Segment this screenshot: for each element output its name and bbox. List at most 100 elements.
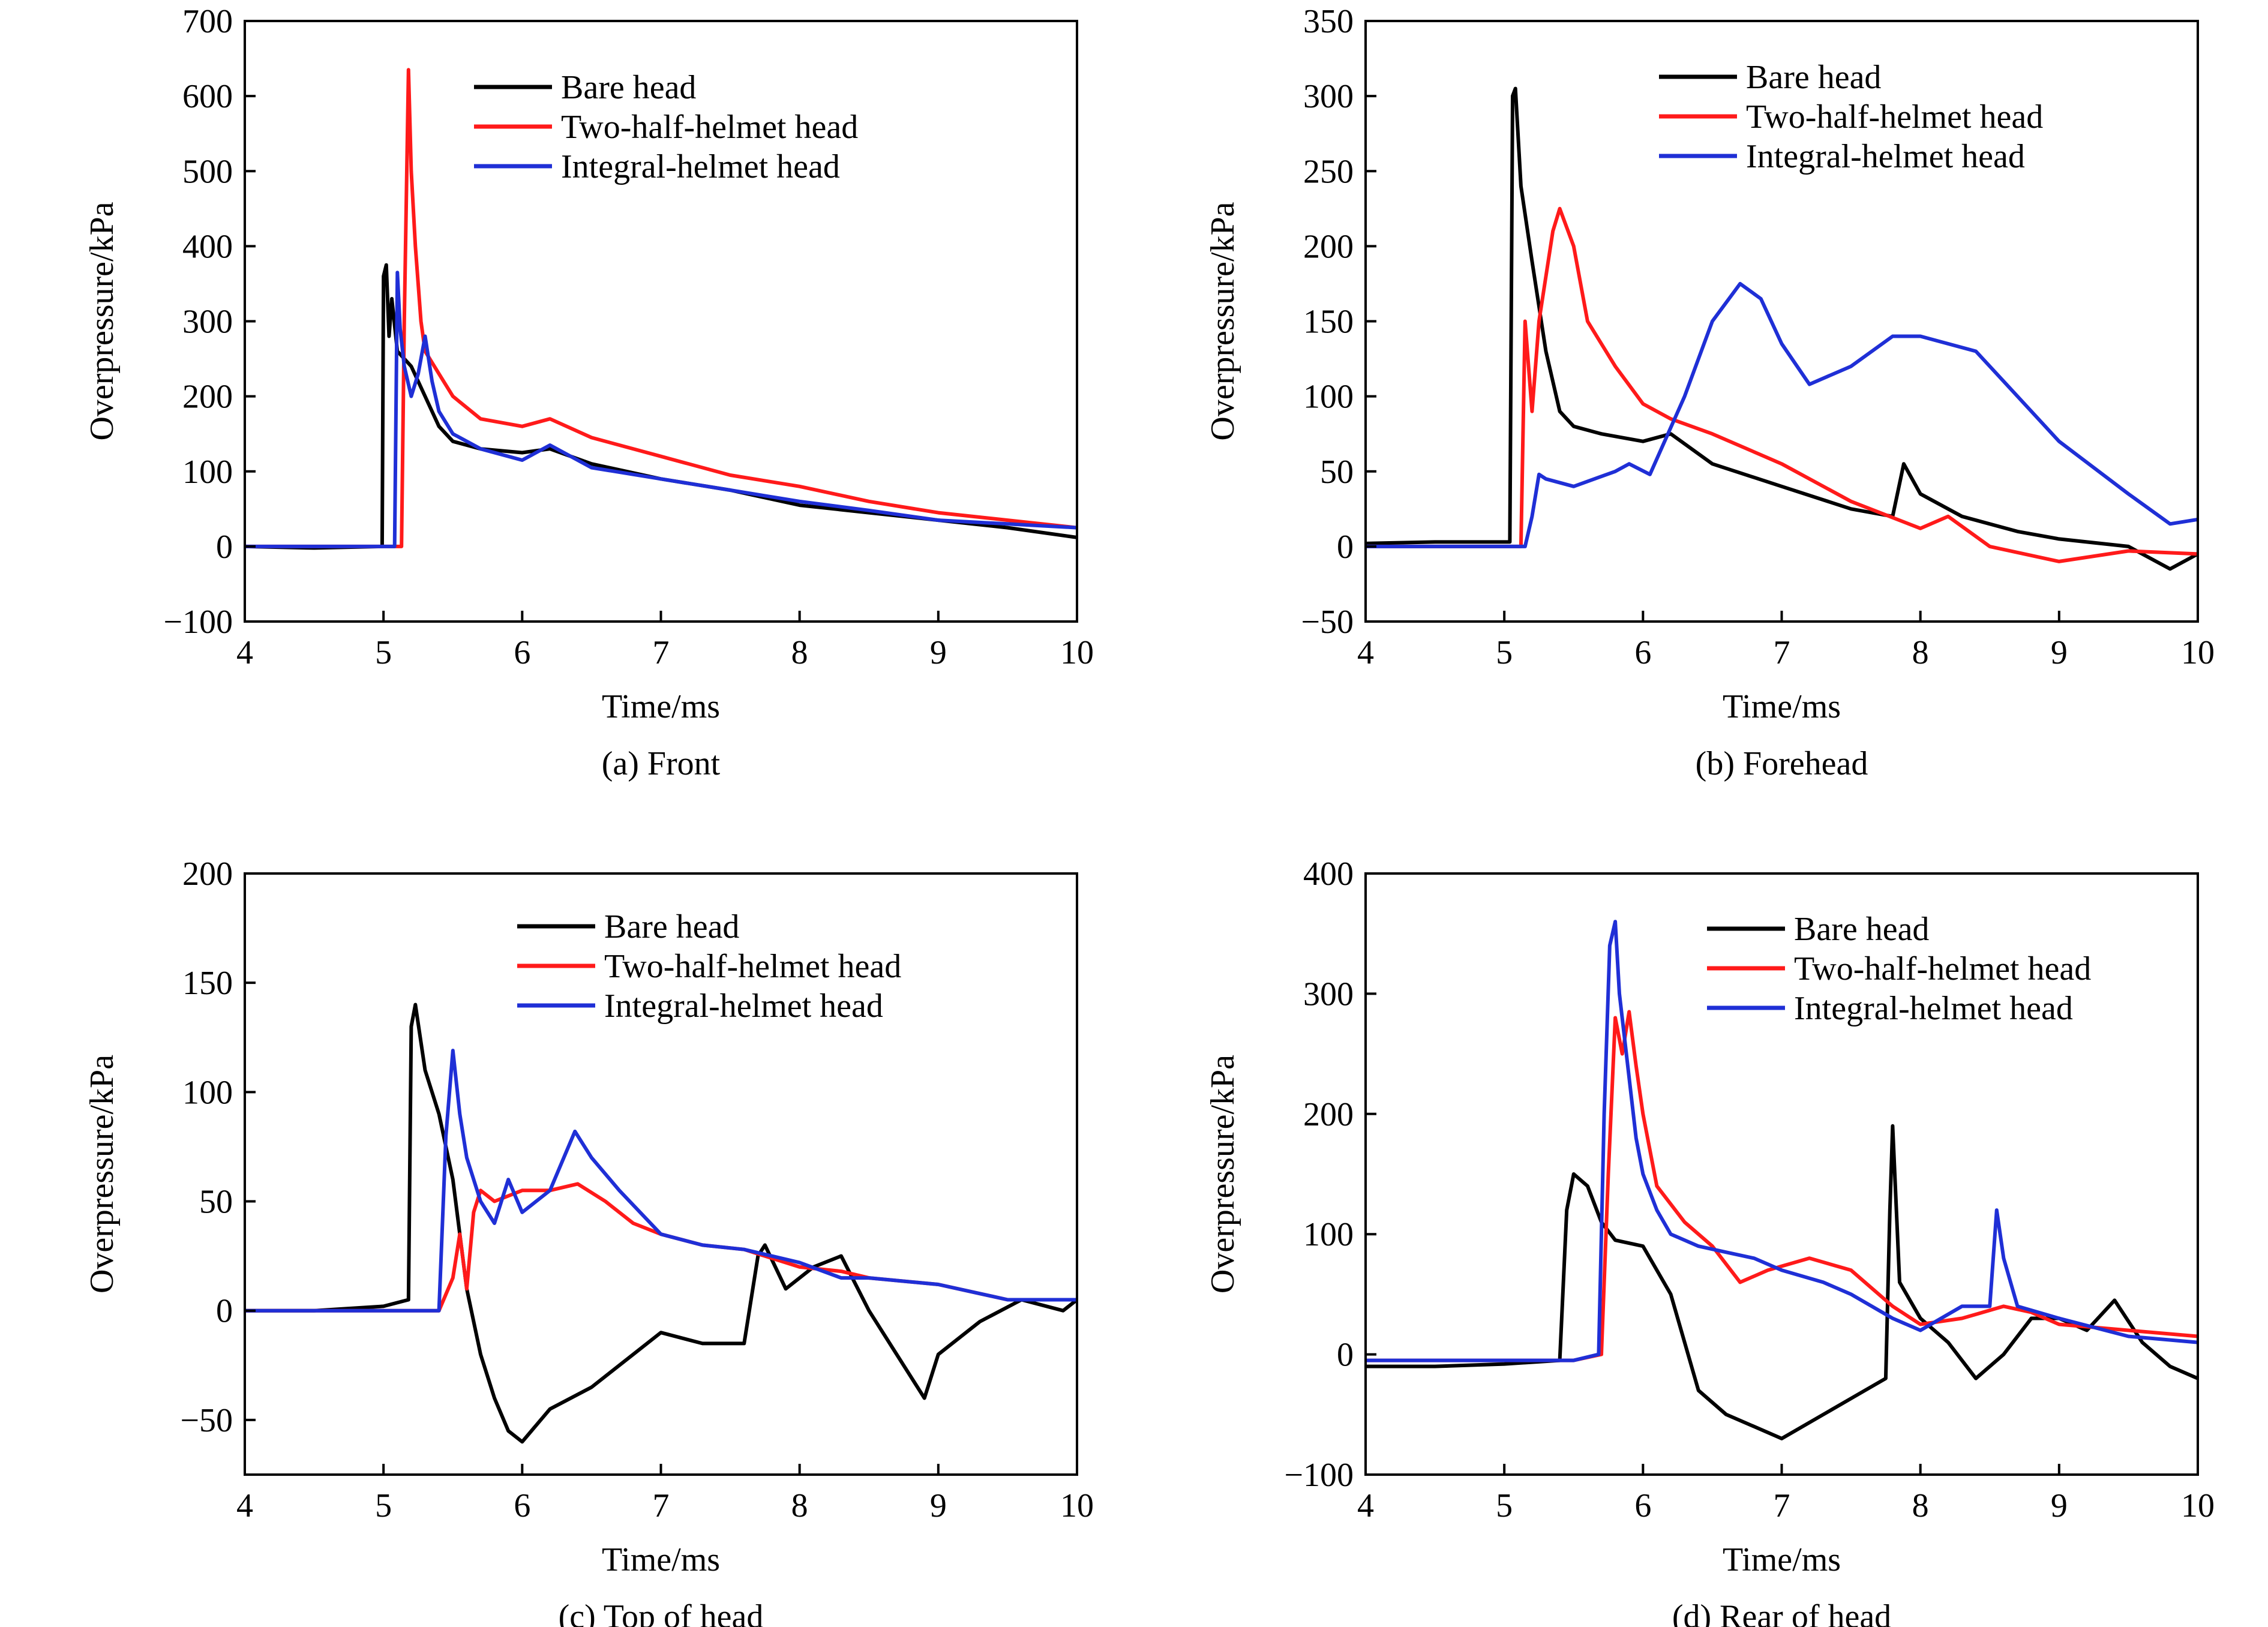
legend-label: Two-half-helmet head: [1746, 98, 2043, 136]
y-tick-label: 0: [216, 529, 233, 566]
series-group: [1366, 920, 2198, 1440]
x-tick-label: 7: [1774, 634, 1790, 671]
legend-label: Integral-helmet head: [604, 987, 883, 1025]
x-tick-label: 7: [1774, 1487, 1790, 1524]
series-line-1: [245, 263, 1077, 550]
x-tick-label: 4: [1357, 1487, 1374, 1524]
y-tick-label: 400: [182, 228, 233, 265]
chart-panel-3: 4 5 6 7 8 9 10 −50 0 50 100 150 200 Time/ms Overpressu…: [83, 855, 1094, 1627]
x-tick-label: 10: [2181, 634, 2215, 671]
series-line-2: [245, 68, 1077, 548]
x-tick-label: 10: [1060, 1487, 1094, 1524]
y-tick-label: −50: [180, 1402, 233, 1439]
y-tick-label: 300: [1303, 975, 1354, 1013]
x-tick-label: 8: [791, 1487, 808, 1524]
legend-label: Bare head: [561, 69, 696, 106]
series-line-3: [1366, 920, 2198, 1362]
series-line-2: [1366, 206, 2198, 563]
y-tick-label: 200: [182, 855, 233, 893]
legend-label: Integral-helmet head: [561, 148, 840, 185]
x-tick-label: 6: [1634, 1487, 1651, 1524]
legend-label: Two-half-helmet head: [1794, 950, 2091, 987]
panel-caption: (c) Top of head: [559, 1598, 764, 1627]
y-tick-label: −100: [1284, 1457, 1354, 1494]
series-line-3: [1366, 281, 2198, 548]
legend-label: Bare head: [1794, 911, 1929, 948]
x-tick-label: 8: [791, 634, 808, 671]
chart-panel-2: 4 5 6 7 8 9 10 −50 0 50 100 150 200 250 300 350 Time/ms O…: [1204, 3, 2215, 782]
x-tick-label: 7: [653, 1487, 670, 1524]
series-line-2: [245, 1182, 1077, 1313]
x-tick-label: 4: [236, 1487, 253, 1524]
panel-caption: (b) Forehead: [1696, 745, 1868, 782]
y-axis-label: Overpressure/kPa: [83, 202, 121, 440]
panel-caption: (a) Front: [602, 745, 721, 782]
series-line-1: [245, 1002, 1077, 1444]
y-tick-label: 0: [1337, 529, 1354, 566]
legend-label: Bare head: [604, 908, 739, 945]
y-tick-label: 0: [216, 1293, 233, 1330]
x-tick-label: 9: [930, 634, 947, 671]
series-line-1: [1366, 86, 2198, 571]
y-tick-label: 0: [1337, 1337, 1354, 1374]
series-line-3: [245, 1049, 1077, 1313]
x-tick-label: 10: [2181, 1487, 2215, 1524]
x-axis-label: Time/ms: [602, 688, 720, 725]
y-tick-label: −50: [1301, 604, 1354, 641]
y-tick-label: 300: [1303, 78, 1354, 115]
x-axis-label: Time/ms: [1723, 688, 1841, 725]
chart-panel-1: 4 5 6 7 8 9 10 −100 0 100 200 300 400 500 600 700 Time/m…: [83, 3, 1094, 782]
y-tick-label: 50: [199, 1184, 233, 1221]
x-tick-label: 4: [236, 634, 253, 671]
y-tick-label: 50: [1320, 454, 1354, 491]
y-axis-label: Overpressure/kPa: [83, 1055, 121, 1293]
legend-label: Integral-helmet head: [1794, 990, 2073, 1027]
legend-label: Two-half-helmet head: [604, 948, 901, 985]
y-tick-label: 150: [1303, 304, 1354, 341]
y-axis-label: Overpressure/kPa: [1204, 1055, 1241, 1293]
chart-panel-4: 4 5 6 7 8 9 10 −100 0 100 200 300 400 Time/ms Overpres…: [1204, 855, 2215, 1627]
y-tick-label: 200: [1303, 228, 1354, 265]
x-tick-label: 8: [1912, 1487, 1929, 1524]
panel-caption: (d) Rear of head: [1672, 1598, 1891, 1627]
series-group: [1366, 86, 2198, 571]
x-tick-label: 9: [930, 1487, 947, 1524]
x-tick-label: 5: [375, 634, 392, 671]
series-line-2: [1366, 1010, 2198, 1362]
x-tick-label: 9: [2051, 634, 2068, 671]
x-tick-label: 4: [1357, 634, 1374, 671]
x-tick-label: 9: [2051, 1487, 2068, 1524]
legend-label: Bare head: [1746, 59, 1881, 96]
x-tick-label: 6: [1634, 634, 1651, 671]
y-tick-label: 700: [182, 3, 233, 40]
x-tick-label: 5: [1496, 634, 1513, 671]
x-tick-label: 10: [1060, 634, 1094, 671]
y-tick-label: 100: [182, 1074, 233, 1111]
y-tick-label: −100: [163, 604, 233, 641]
x-tick-label: 7: [653, 634, 670, 671]
y-tick-label: 350: [1303, 3, 1354, 40]
y-tick-label: 100: [1303, 1216, 1354, 1253]
legend-label: Two-half-helmet head: [561, 109, 858, 146]
y-tick-label: 300: [182, 304, 233, 341]
y-tick-label: 100: [1303, 379, 1354, 416]
y-tick-label: 250: [1303, 153, 1354, 190]
y-tick-label: 150: [182, 965, 233, 1002]
y-tick-label: 200: [182, 379, 233, 416]
y-tick-label: 400: [1303, 855, 1354, 893]
y-tick-label: 500: [182, 153, 233, 190]
y-axis-label: Overpressure/kPa: [1204, 202, 1241, 440]
x-tick-label: 5: [375, 1487, 392, 1524]
x-axis-label: Time/ms: [1723, 1541, 1841, 1578]
series-line-1: [1366, 1124, 2198, 1440]
x-tick-label: 6: [514, 1487, 530, 1524]
series-group: [245, 1002, 1077, 1444]
series-group: [245, 68, 1077, 550]
x-tick-label: 6: [514, 634, 530, 671]
y-tick-label: 100: [182, 454, 233, 491]
legend-label: Integral-helmet head: [1746, 138, 2025, 175]
